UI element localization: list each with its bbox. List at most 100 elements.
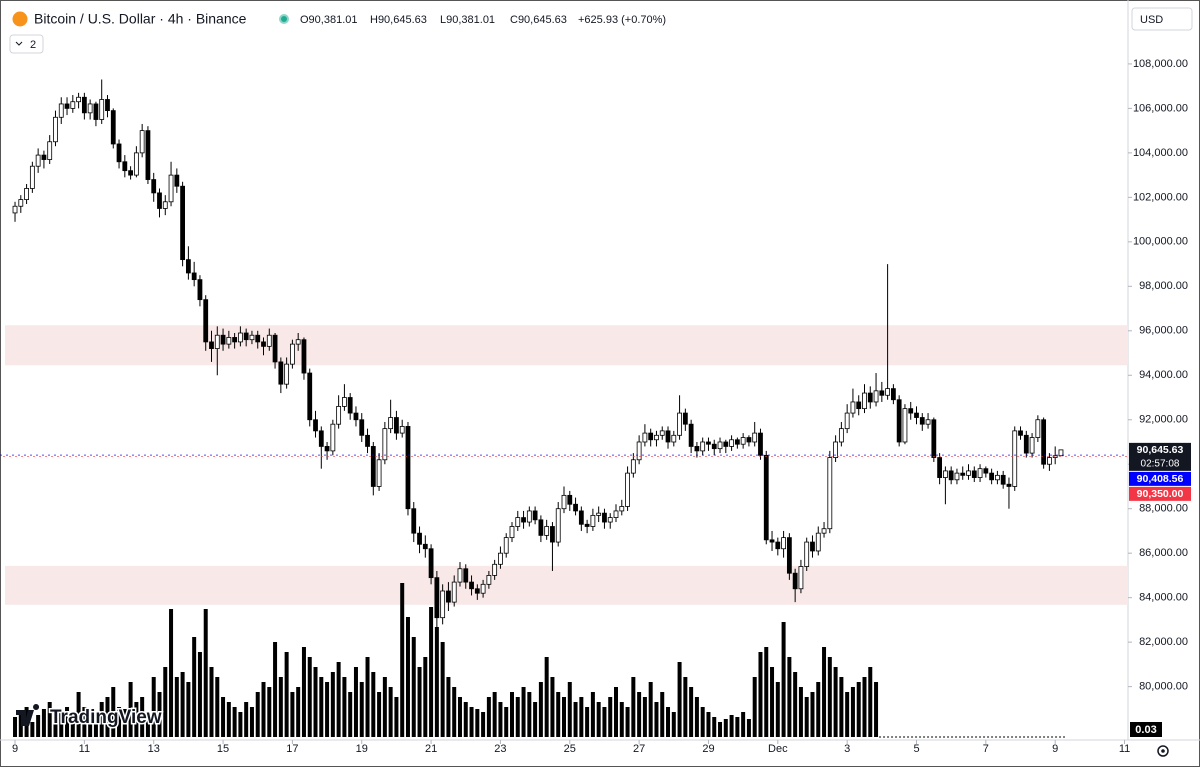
candle-body [781, 537, 786, 550]
volume-bar [348, 692, 353, 737]
volume-bar [192, 637, 197, 737]
volume-bar [411, 637, 416, 737]
candle-body [105, 99, 110, 112]
candle-body [486, 575, 492, 585]
volume-bar [845, 692, 850, 737]
currency-select[interactable] [1131, 7, 1193, 31]
candle-body [41, 154, 47, 160]
candle-body [682, 412, 688, 425]
x-tick-label: 19 [356, 743, 368, 755]
volume-bar [602, 707, 607, 737]
candle-body [509, 526, 515, 539]
candle-body [995, 474, 1000, 481]
candle-body [1006, 483, 1012, 487]
candle-body [908, 408, 914, 414]
volume-bar [36, 715, 41, 737]
ohlc-high: H90,645.63 [370, 14, 427, 26]
candle-body [157, 192, 162, 209]
volume-bar [47, 702, 52, 737]
volume-bar [267, 687, 272, 737]
candle-body [734, 439, 740, 445]
volume-bar [405, 617, 410, 737]
candle-body [758, 432, 763, 456]
indicator-toggle[interactable] [9, 34, 44, 54]
y-tick-label: 96,000.00 [1139, 325, 1188, 337]
candle-body [232, 337, 238, 343]
volume-bar [694, 697, 699, 737]
candle-body [162, 201, 168, 209]
volume-bar [648, 682, 653, 737]
price-label-bg [1129, 471, 1191, 486]
candle-body [677, 412, 682, 436]
volume-bar [850, 687, 855, 737]
candle-body [417, 532, 422, 545]
candle-body [555, 508, 561, 543]
volume-bar [163, 667, 168, 737]
volume-bar [290, 692, 295, 737]
candle-body [671, 434, 677, 443]
candle-body [867, 392, 873, 403]
candle-body [324, 446, 330, 452]
candle-body [174, 174, 180, 187]
candle-body [370, 446, 376, 487]
candle-body [706, 441, 711, 445]
price-label-bg [1129, 442, 1191, 471]
candle-body [301, 339, 307, 374]
candle-body [1012, 430, 1018, 487]
volume-bar [677, 662, 682, 737]
candle-body [810, 541, 815, 552]
candle-body [1023, 434, 1029, 454]
volume-bar [203, 609, 208, 737]
candle-body [116, 143, 122, 163]
price-label: 90,350.00 [1129, 486, 1191, 501]
candle-body [220, 334, 226, 345]
candle-body [827, 457, 833, 530]
y-tick-label: 98,000.00 [1139, 280, 1188, 292]
candle-body [376, 459, 382, 487]
candle-body [786, 537, 792, 574]
candle-body [122, 161, 128, 172]
candle-body [29, 165, 35, 189]
candle-body [382, 428, 388, 461]
candle-body [446, 590, 451, 603]
candle-body [203, 299, 209, 343]
candle-body [989, 472, 995, 481]
volume-bar [596, 702, 601, 737]
candle-body [353, 412, 359, 421]
candle-body [145, 130, 151, 180]
volume-bar [53, 719, 58, 737]
candle-body [717, 441, 723, 450]
candle-body [590, 514, 596, 527]
settings-icon[interactable] [1157, 745, 1169, 757]
x-tick-label: 15 [217, 743, 229, 755]
candle-body [688, 423, 694, 447]
candle-body [255, 334, 261, 343]
volume-bar [770, 667, 775, 737]
x-tick-label: Dec [768, 743, 788, 755]
volume-bar [706, 712, 711, 737]
market-status-dot [281, 16, 287, 22]
volume-bar [296, 687, 301, 737]
volume-bar [822, 647, 827, 737]
volume-bar [284, 652, 289, 737]
volume-bar [429, 607, 434, 737]
volume-bar [169, 609, 174, 737]
x-tick-label: 23 [494, 743, 506, 755]
candle-body [607, 517, 613, 523]
candle-body [180, 185, 186, 261]
candle-body [948, 470, 954, 481]
ohlc-open: O90,381.01 [300, 14, 358, 26]
volume-bar [249, 707, 254, 737]
volume-bar [723, 719, 728, 737]
currency-label: USD [1140, 14, 1163, 26]
volume-label-bg [1130, 722, 1162, 737]
candle-body [480, 583, 486, 594]
symbol-title[interactable]: Bitcoin / U.S. Dollar · 4h · Binance [34, 11, 247, 27]
volume-bar [729, 715, 734, 737]
candle-body [394, 417, 399, 434]
candle-body [330, 423, 336, 452]
candle-body [763, 454, 769, 541]
volume-bar [874, 682, 879, 737]
price-countdown: 02:57:08 [1141, 459, 1180, 470]
volume-bar [700, 707, 705, 737]
